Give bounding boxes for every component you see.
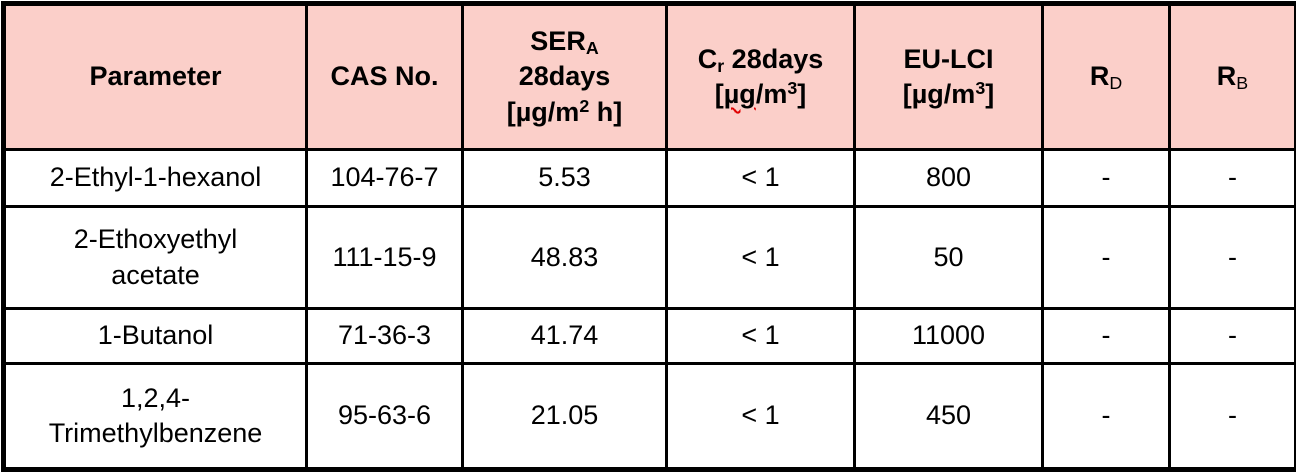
cell-rb: - [1170, 150, 1296, 207]
cell-ser: 48.83 [463, 207, 667, 309]
cell-eulci: 800 [855, 150, 1043, 207]
col-header-cas: CAS No. [307, 4, 463, 150]
document-page: Parameter CAS No. SERA 28days [µg/m2 h] … [0, 0, 1296, 459]
header-row: Parameter CAS No. SERA 28days [µg/m2 h] … [4, 4, 1296, 150]
cell-rd: - [1043, 150, 1170, 207]
ser-unit-post: h] [589, 97, 622, 127]
eulci-unit-pre: [µg/m [903, 79, 976, 109]
cell-rb: - [1170, 309, 1296, 364]
header-cr-symbol-line: Cr 28days [674, 42, 847, 77]
cr-unit-mid: /m [756, 79, 788, 109]
rb-symbol: R [1217, 61, 1237, 91]
rd-subscript: D [1109, 73, 1122, 93]
cr-symbol: C [698, 44, 718, 74]
cell-cas: 111-15-9 [307, 207, 463, 309]
cell-eulci: 11000 [855, 309, 1043, 364]
header-cr-unit-line: [µg/m3] [674, 77, 847, 112]
header-eulci-name-line: EU-LCI [862, 42, 1035, 77]
cr-unit-spellcheck-squiggle: µg [724, 79, 756, 109]
cell-cas: 71-36-3 [307, 309, 463, 364]
col-header-eulci: EU-LCI [µg/m3] [855, 4, 1043, 150]
table-body: 2-Ethyl-1-hexanol 104-76-7 5.53 < 1 800 … [4, 150, 1296, 470]
cell-rb: - [1170, 207, 1296, 309]
cell-cr: < 1 [667, 207, 855, 309]
header-ser-symbol-line: SERA [470, 24, 659, 59]
cr-unit-open: [ [715, 79, 724, 109]
table-row: 1-Butanol 71-36-3 41.74 < 1 11000 - - [4, 309, 1296, 364]
rd-symbol: R [1090, 61, 1110, 91]
col-header-rd: RD [1043, 4, 1170, 150]
cell-rd: - [1043, 364, 1170, 470]
cell-cr: < 1 [667, 309, 855, 364]
cell-cr: < 1 [667, 150, 855, 207]
table-row: 2-Ethoxyethyl acetate 111-15-9 48.83 < 1… [4, 207, 1296, 309]
cell-eulci: 50 [855, 207, 1043, 309]
cell-rd: - [1043, 207, 1170, 309]
cr-unit-superscript: 3 [787, 78, 797, 98]
col-header-ser: SERA 28days [µg/m2 h] [463, 4, 667, 150]
cell-cas: 104-76-7 [307, 150, 463, 207]
cr-duration: 28days [724, 44, 823, 74]
header-cas-label: CAS No. [331, 61, 439, 91]
table-row: 2-Ethyl-1-hexanol 104-76-7 5.53 < 1 800 … [4, 150, 1296, 207]
ser-subscript: A [586, 38, 599, 58]
eulci-unit-post: ] [985, 79, 994, 109]
cell-parameter: 1-Butanol [4, 309, 307, 364]
ser-unit-superscript: 2 [579, 96, 589, 116]
cell-ser: 5.53 [463, 150, 667, 207]
header-eulci-unit-line: [µg/m3] [862, 77, 1035, 112]
eulci-unit-superscript: 3 [975, 78, 985, 98]
cell-ser: 21.05 [463, 364, 667, 470]
cell-ser: 41.74 [463, 309, 667, 364]
header-ser-duration-line: 28days [470, 59, 659, 94]
cell-rb: - [1170, 364, 1296, 470]
cr-unit-close: ] [797, 79, 806, 109]
cell-cas: 95-63-6 [307, 364, 463, 470]
header-parameter-label: Parameter [89, 61, 221, 91]
table-row: 1,2,4- Trimethylbenzene 95-63-6 21.05 < … [4, 364, 1296, 470]
cell-parameter: 2-Ethyl-1-hexanol [4, 150, 307, 207]
cell-parameter: 1,2,4- Trimethylbenzene [4, 364, 307, 470]
cell-eulci: 450 [855, 364, 1043, 470]
cell-rd: - [1043, 309, 1170, 364]
rb-subscript: B [1236, 73, 1248, 93]
col-header-cr: Cr 28days [µg/m3] [667, 4, 855, 150]
header-ser-unit-line: [µg/m2 h] [470, 95, 659, 130]
col-header-rb: RB [1170, 4, 1296, 150]
table-header: Parameter CAS No. SERA 28days [µg/m2 h] … [4, 4, 1296, 150]
col-header-parameter: Parameter [4, 4, 307, 150]
ser-symbol: SER [530, 26, 586, 56]
cell-parameter: 2-Ethoxyethyl acetate [4, 207, 307, 309]
ser-unit-pre: [µg/m [507, 97, 580, 127]
cell-cr: < 1 [667, 364, 855, 470]
